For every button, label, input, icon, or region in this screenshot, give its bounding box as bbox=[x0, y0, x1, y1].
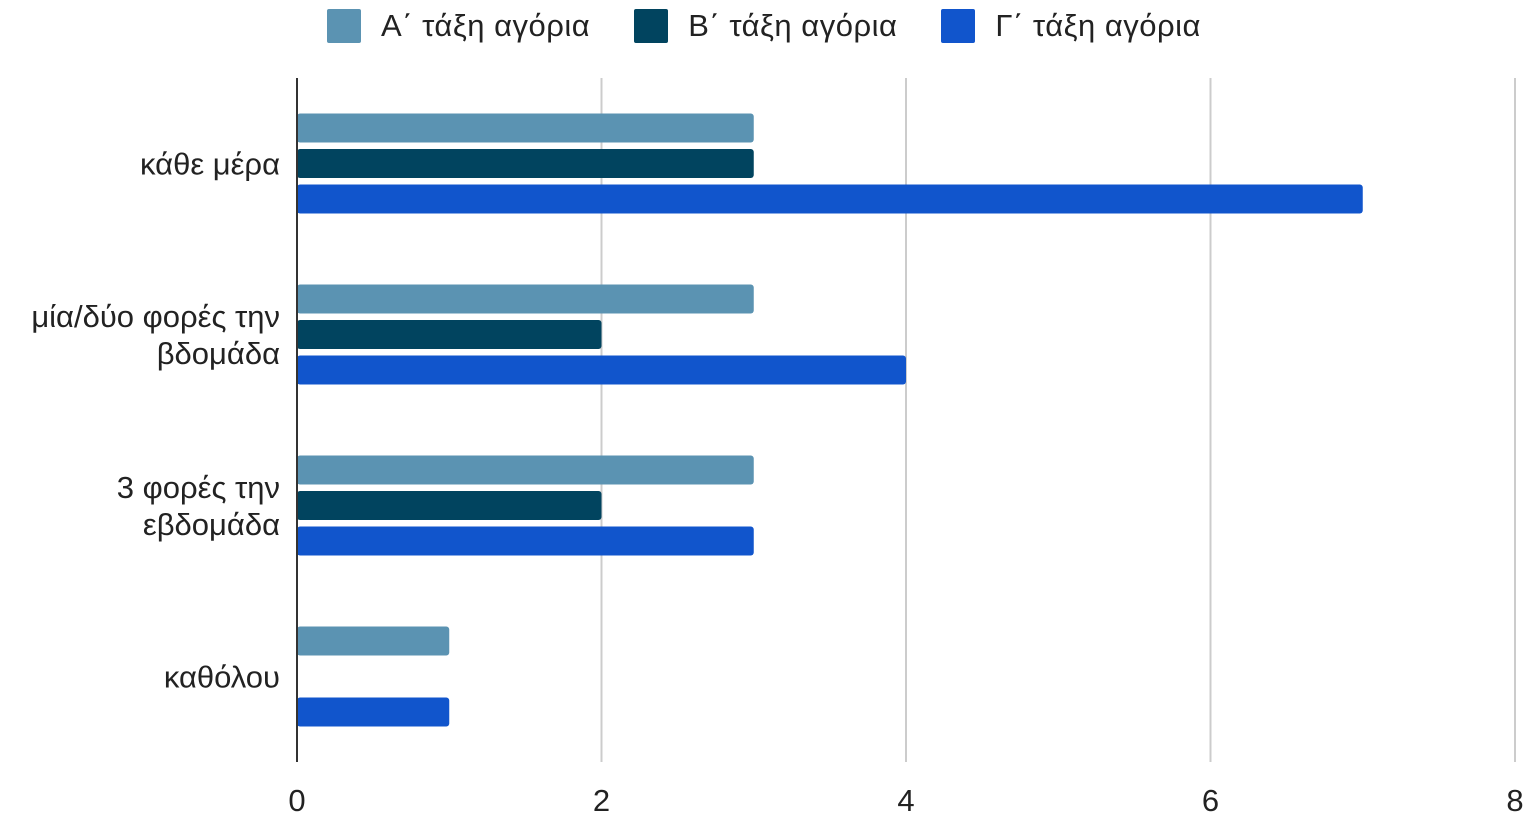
legend-item: Β΄ τάξη αγόρια bbox=[634, 8, 897, 44]
category-label: 3 φορές την bbox=[117, 470, 280, 505]
x-tick-label: 8 bbox=[1506, 783, 1523, 815]
x-tick-label: 4 bbox=[897, 783, 914, 815]
legend-swatch bbox=[941, 9, 976, 43]
category-label: κάθε μέρα bbox=[140, 147, 280, 182]
legend-swatch bbox=[634, 9, 669, 43]
bar bbox=[297, 491, 602, 520]
category-label: καθόλου bbox=[164, 660, 280, 695]
chart-legend: Α΄ τάξη αγόρια Β΄ τάξη αγόρια Γ΄ τάξη αγόρ… bbox=[0, 4, 1528, 48]
bar bbox=[297, 184, 1363, 214]
legend-label: Α΄ τάξη αγόρια bbox=[381, 8, 591, 43]
legend-item: Α΄ τάξη αγόρια bbox=[327, 8, 590, 44]
bar bbox=[297, 113, 754, 143]
bar bbox=[297, 284, 754, 314]
legend-label: Β΄ τάξη αγόρια bbox=[688, 8, 898, 43]
category-label: εβδομάδα bbox=[143, 507, 280, 542]
bar bbox=[297, 697, 450, 727]
legend-label: Γ΄ τάξη αγόρια bbox=[995, 8, 1201, 43]
category-label: βδομάδα bbox=[157, 336, 280, 371]
legend-swatch bbox=[327, 9, 362, 43]
bar bbox=[297, 320, 602, 349]
category-label: μία/δύο φορές την bbox=[31, 299, 280, 334]
legend-item: Γ΄ τάξη αγόρια bbox=[941, 8, 1201, 44]
bar bbox=[297, 626, 450, 656]
bar bbox=[297, 526, 754, 556]
x-tick-label: 6 bbox=[1202, 783, 1219, 815]
x-tick-label: 0 bbox=[288, 783, 305, 815]
bar bbox=[297, 149, 754, 178]
bar bbox=[297, 355, 906, 385]
x-tick-label: 2 bbox=[593, 783, 610, 815]
bar bbox=[297, 455, 754, 485]
